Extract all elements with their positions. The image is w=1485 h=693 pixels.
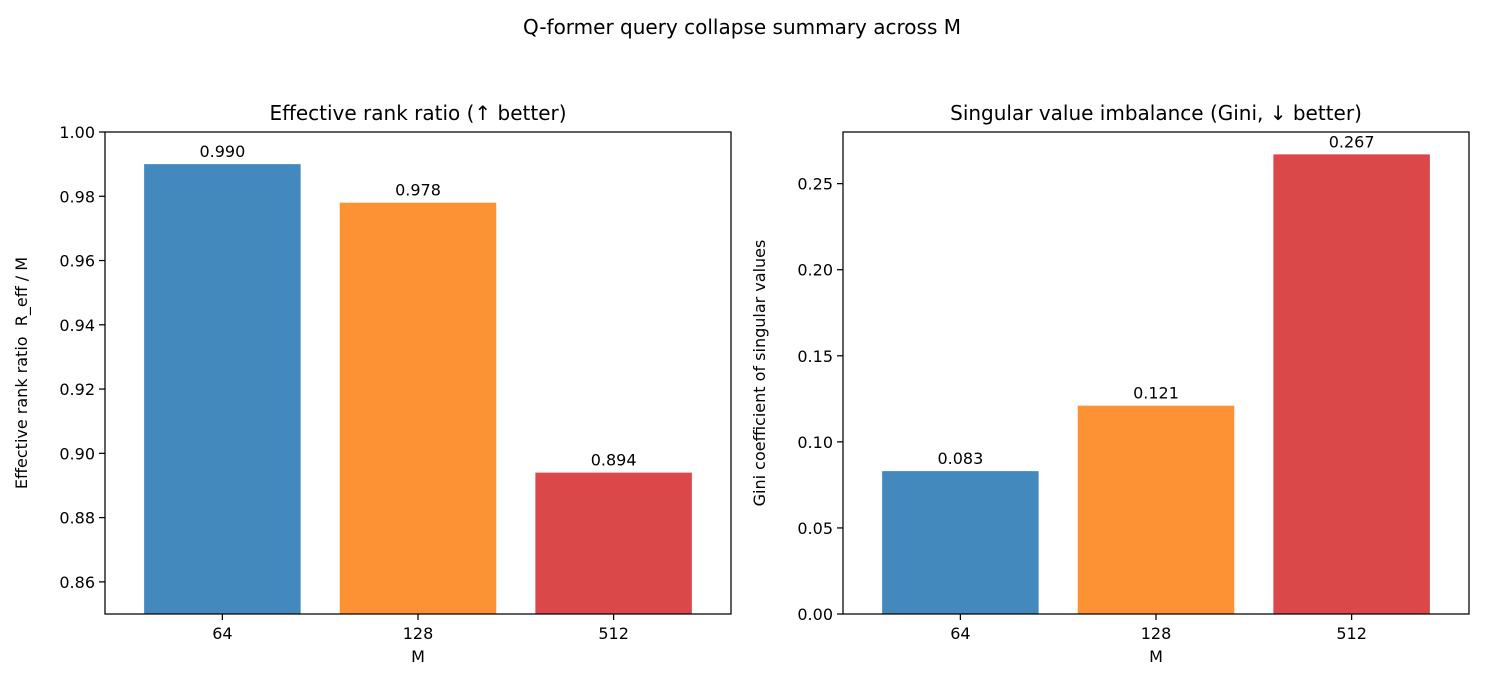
- y-tick-label: 0.00: [797, 605, 833, 624]
- x-tick-label-512: 512: [1336, 624, 1367, 643]
- y-tick-label: 0.98: [59, 187, 95, 206]
- bar-value-label-64: 0.083: [937, 449, 983, 468]
- bar-value-label-512: 0.894: [591, 451, 637, 470]
- chart-panel-1: 0.990 0.978 0.894 0.86 0.88 0.90 0.92 0.94 0.96 0…: [12, 101, 732, 666]
- bar-128: [339, 202, 497, 614]
- bar-value-label-512: 0.267: [1329, 132, 1375, 151]
- chart-title: Effective rank ratio (↑ better): [269, 101, 566, 125]
- bar-64: [144, 164, 301, 614]
- bar-value-label-128: 0.121: [1133, 384, 1179, 403]
- y-tick-label: 0.15: [797, 347, 833, 366]
- y-tick-label: 0.86: [59, 573, 95, 592]
- y-axis-label: Effective rank ratio R_eff / M: [12, 257, 32, 489]
- bar-value-label-128: 0.978: [395, 181, 441, 200]
- bar-value-label-64: 0.990: [199, 142, 245, 161]
- x-tick-label-512: 512: [598, 624, 629, 643]
- x-axis-label: M: [1149, 647, 1163, 666]
- y-tick-label: 0.94: [59, 316, 95, 335]
- x-tick-label-64: 64: [212, 624, 232, 643]
- x-tick-label-128: 128: [403, 624, 434, 643]
- y-tick-label: 0.88: [59, 509, 95, 528]
- y-tick-label: 0.05: [797, 519, 833, 538]
- y-tick-label: 0.25: [797, 175, 833, 194]
- y-tick-label: 0.90: [59, 444, 95, 463]
- chart-panel-2: 0.083 0.121 0.267 0.00 0.05 0.10 0.15 0.20 0.25 6…: [750, 101, 1470, 666]
- chart-title: Singular value imbalance (Gini, ↓ better…: [950, 101, 1362, 125]
- x-axis-label: M: [411, 647, 425, 666]
- y-tick-label: 1.00: [59, 123, 95, 142]
- x-tick-label-64: 64: [950, 624, 970, 643]
- y-tick-label: 0.10: [797, 433, 833, 452]
- y-axis-label: Gini coefficient of singular values: [750, 240, 769, 507]
- y-tick-label: 0.92: [59, 380, 95, 399]
- figure-suptitle: Q-former query collapse summary across M: [523, 15, 961, 39]
- x-tick-label-128: 128: [1141, 624, 1172, 643]
- bar-64: [882, 471, 1039, 614]
- bar-512: [535, 472, 692, 614]
- bar-512: [1273, 154, 1430, 614]
- y-tick-label: 0.20: [797, 261, 833, 280]
- y-tick-label: 0.96: [59, 252, 95, 271]
- bar-128: [1077, 405, 1235, 614]
